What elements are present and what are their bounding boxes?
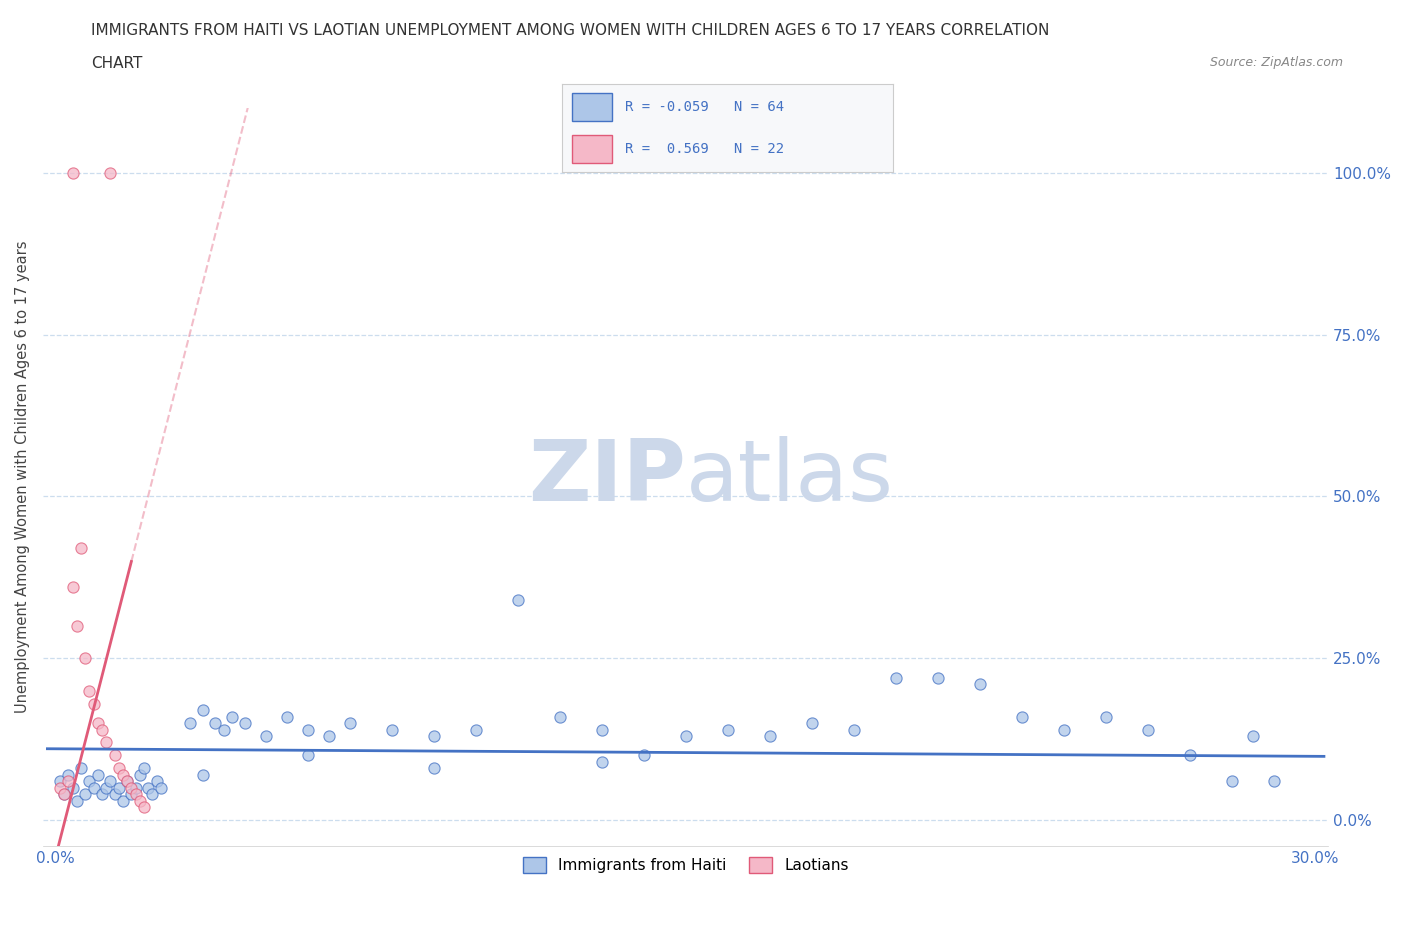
Point [75,787,97,802]
Point [107,761,129,776]
Point [62,166,84,180]
Text: R = -0.059   N = 64: R = -0.059 N = 64 [626,100,785,113]
Point [1136,722,1159,737]
Point [221,710,243,724]
Point [141,787,163,802]
Point [83,780,105,795]
Point [87,767,110,782]
Point [79,774,101,789]
Point [115,774,138,789]
Point [91,787,114,802]
Bar [572,93,612,121]
Point [191,703,214,718]
Point [633,748,655,763]
Text: Source: ZipAtlas.com: Source: ZipAtlas.com [1209,56,1343,69]
Point [145,774,167,789]
Point [62,780,84,795]
Point [111,767,134,782]
Point [339,715,361,730]
Point [506,592,529,607]
Point [100,774,122,789]
Point [297,748,319,763]
Point [464,722,486,737]
Point [83,697,105,711]
Point [103,787,125,802]
Text: IMMIGRANTS FROM HAITI VS LAOTIAN UNEMPLOYMENT AMONG WOMEN WITH CHILDREN AGES 6 T: IMMIGRANTS FROM HAITI VS LAOTIAN UNEMPLO… [91,23,1050,38]
Point [1178,748,1201,763]
Point [132,800,155,815]
Point [96,735,118,750]
Point [276,710,298,724]
Point [149,780,172,795]
Point [318,728,340,743]
Point [49,774,72,789]
Point [70,761,93,776]
Point [1052,722,1074,737]
Point [66,618,89,633]
Y-axis label: Unemployment Among Women with Children Ages 6 to 17 years: Unemployment Among Women with Children A… [15,241,30,713]
Point [1011,710,1033,724]
Point [927,671,949,685]
Point [124,787,146,802]
Point [128,793,150,808]
Legend: Immigrants from Haiti, Laotians: Immigrants from Haiti, Laotians [516,851,855,879]
Point [75,651,97,666]
Point [58,767,80,782]
Text: ZIP: ZIP [527,435,686,519]
Text: atlas: atlas [686,435,894,519]
Point [128,767,150,782]
Point [120,780,142,795]
Point [124,780,146,795]
Point [136,780,159,795]
Point [53,787,76,802]
Point [1241,728,1264,743]
Point [87,715,110,730]
Point [66,793,89,808]
Point [96,780,118,795]
Point [717,722,740,737]
Point [381,722,404,737]
Point [212,722,235,737]
Point [233,715,256,730]
Point [79,684,101,698]
Point [800,715,823,730]
Point [179,715,201,730]
Point [758,728,780,743]
Point [675,728,697,743]
Point [842,722,865,737]
Point [100,166,122,180]
Point [548,710,571,724]
Point [422,728,444,743]
Point [422,761,444,776]
Point [58,774,80,789]
Bar [572,135,612,164]
Point [91,722,114,737]
Point [115,774,138,789]
Text: R =  0.569   N = 22: R = 0.569 N = 22 [626,142,785,156]
Point [120,787,142,802]
Point [204,715,226,730]
Point [191,767,214,782]
Point [62,579,84,594]
Point [132,761,155,776]
Point [1094,710,1116,724]
Point [49,780,72,795]
Point [111,793,134,808]
Point [254,728,277,743]
Point [103,748,125,763]
Point [1220,774,1243,789]
Point [70,541,93,556]
Point [53,787,76,802]
Text: CHART: CHART [91,56,143,71]
Point [591,754,613,769]
Point [297,722,319,737]
Point [591,722,613,737]
Point [107,780,129,795]
Point [884,671,907,685]
Point [1263,774,1285,789]
Point [969,677,991,692]
